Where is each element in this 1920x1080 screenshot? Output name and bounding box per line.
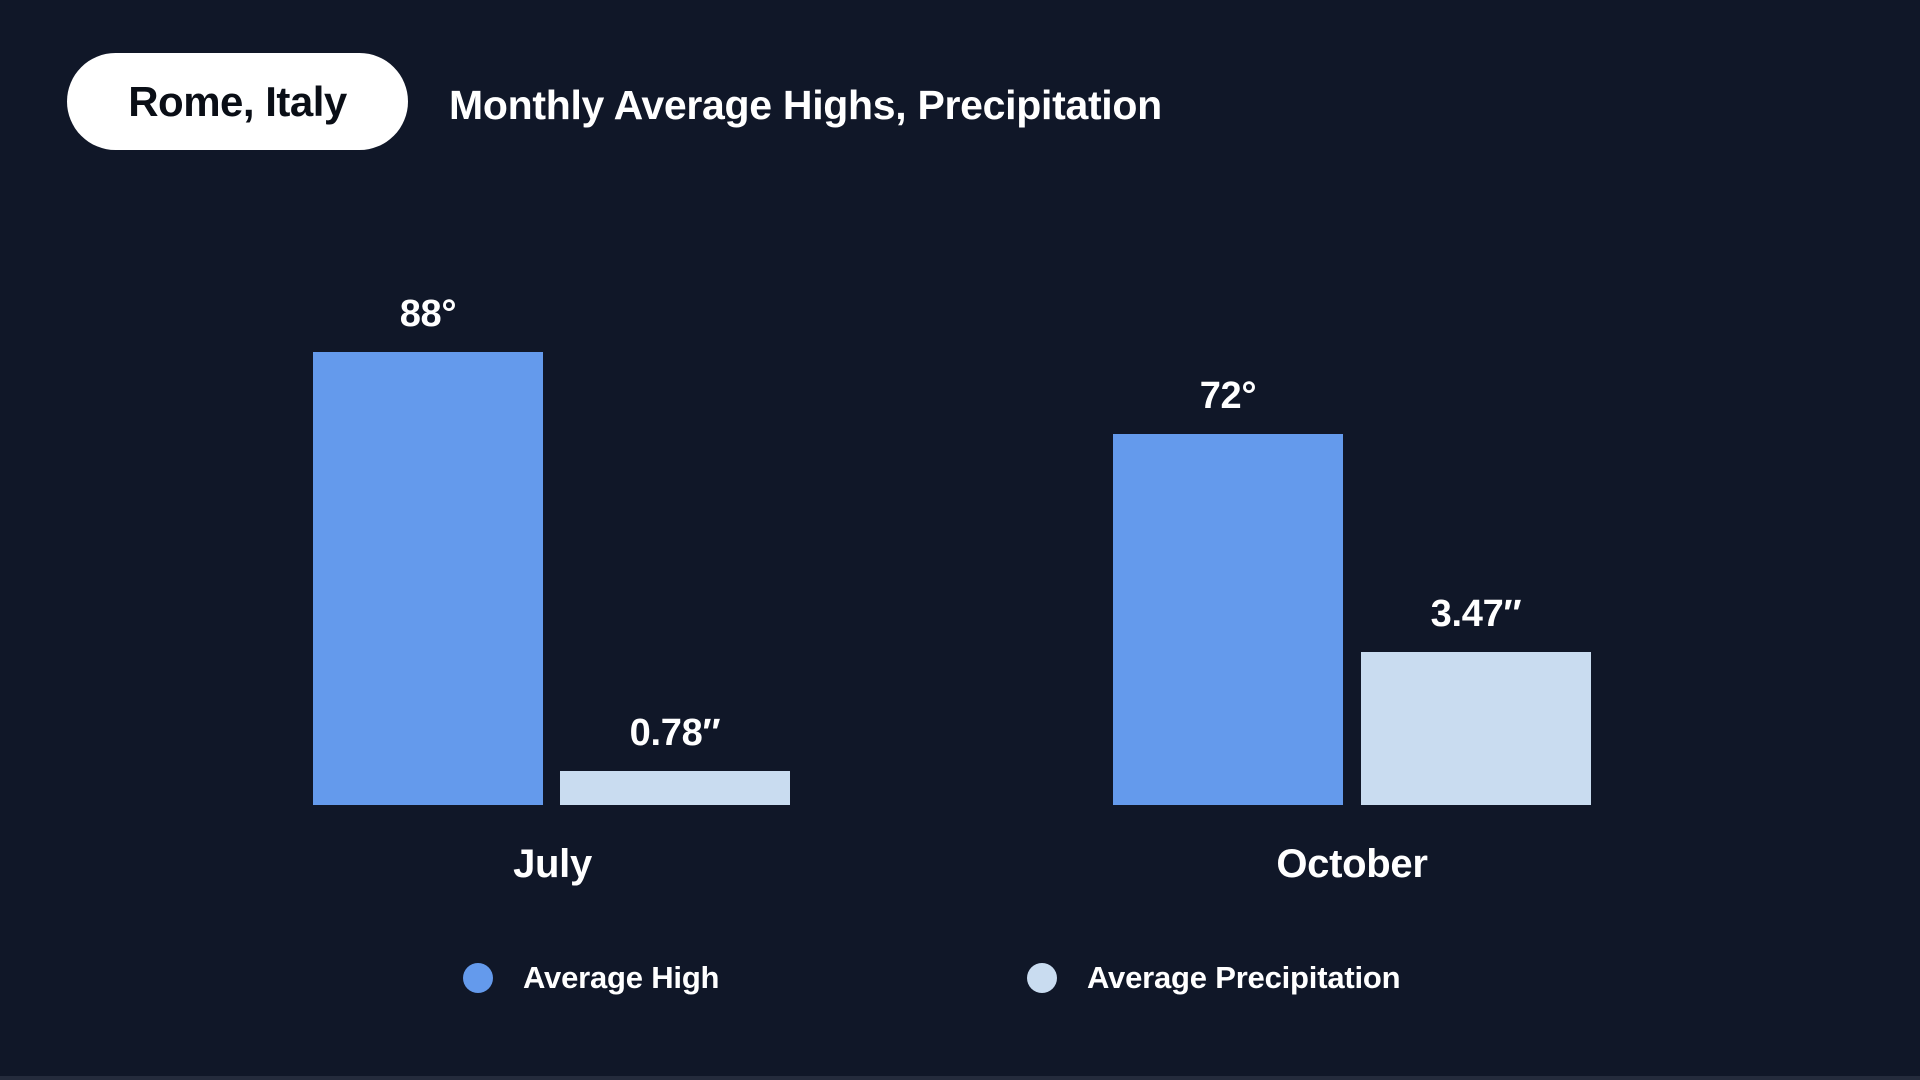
location-pill: Rome, Italy — [67, 53, 408, 150]
value-label-july-high: 88° — [399, 293, 457, 335]
location-label: Rome, Italy — [128, 77, 347, 125]
legend-label-average-high: Average High — [523, 960, 720, 995]
category-label-october: October — [1276, 842, 1428, 886]
bar-october-high — [1113, 434, 1343, 805]
bar-july-precipitation — [560, 771, 790, 805]
category-label-july: July — [513, 842, 592, 886]
value-label-july-precipitation: 0.78″ — [629, 712, 721, 754]
bottom-edge-strip — [0, 1076, 1920, 1080]
bar-july-high — [313, 352, 543, 805]
legend-dot-average-high-icon — [463, 963, 493, 993]
value-label-october-precipitation: 3.47″ — [1430, 593, 1522, 635]
value-label-october-high: 72° — [1199, 375, 1257, 417]
legend-label-average-precipitation: Average Precipitation — [1087, 960, 1401, 995]
bar-chart: 88° 0.78″ 72° 3.47″ — [313, 293, 1591, 805]
bar-october-precipitation — [1361, 652, 1591, 805]
page-title: Monthly Average Highs, Precipitation — [449, 82, 1162, 128]
legend-dot-average-precipitation-icon — [1027, 963, 1057, 993]
legend-item-average-precipitation: Average Precipitation — [1027, 958, 1401, 998]
legend-item-average-high: Average High — [463, 958, 719, 998]
